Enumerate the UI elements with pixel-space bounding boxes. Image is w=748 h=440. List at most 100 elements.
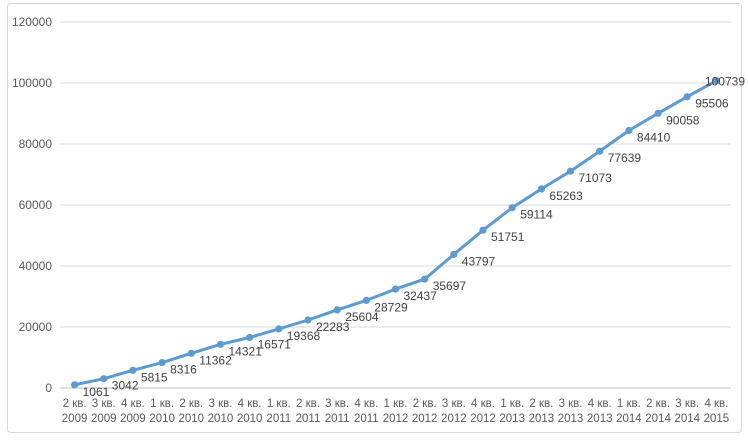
x-axis-tick-label-year: 2013 [587,413,613,425]
x-axis-tick-label-year: 2009 [91,413,117,425]
data-point-label: 14321 [229,344,263,358]
data-point-label: 35697 [433,279,467,293]
x-axis-tick-label-year: 2010 [178,413,204,425]
data-point-marker [158,359,166,367]
data-point-label: 90058 [666,113,700,127]
x-axis-tick-label-year: 2013 [558,413,584,425]
data-point-label: 1061 [83,385,110,399]
data-point-label: 32437 [404,289,438,303]
x-axis-tick-label-quarter: 2 кв. [529,398,553,410]
data-point-label: 11362 [199,353,232,367]
data-point-label: 22283 [316,320,350,334]
x-axis-tick-label-quarter: 3 кв. [325,398,349,410]
data-point-marker [712,77,721,85]
data-point-marker [304,316,312,324]
x-axis-tick-label-year: 2014 [674,413,700,425]
x-axis-tick-label-quarter: 3 кв. [675,398,699,410]
x-axis-tick-label-quarter: 3 кв. [442,398,466,410]
x-axis-tick-label-quarter: 4 кв. [121,398,145,410]
x-axis-tick-label-quarter: 4 кв. [588,398,612,410]
data-point-marker [508,204,516,212]
x-axis-tick-label-quarter: 1 кв. [500,398,524,410]
data-point-label: 77639 [608,151,642,165]
data-point-label: 25604 [345,310,379,324]
data-point-label: 16571 [258,338,292,352]
data-point-label: 5815 [141,370,168,384]
y-axis-tick-label: 100000 [12,76,52,90]
data-point-marker [362,296,370,304]
data-point-label: 51751 [491,230,525,244]
data-point-marker [625,126,633,135]
data-point-label: 95506 [695,97,729,111]
x-axis-tick-label-quarter: 4 кв. [354,398,378,410]
data-point-label: 65263 [549,189,583,203]
data-point-label: 43797 [462,254,496,268]
x-axis-tick-label-quarter: 2 кв. [646,398,670,410]
data-point-label: 8316 [170,363,197,377]
x-axis-tick-label-quarter: 2 кв. [179,398,203,410]
x-axis-tick-label-year: 2012 [383,413,409,425]
x-axis-tick-label-quarter: 4 кв. [238,398,262,410]
data-point-marker [129,366,137,374]
data-point-label: 3042 [112,379,139,393]
data-point-label: 100739 [705,75,745,89]
data-point-marker [391,285,400,293]
data-point-marker [566,167,575,175]
x-axis-tick-label-year: 2010 [149,413,175,425]
data-point-marker [333,306,341,314]
x-axis-tick-label-year: 2013 [499,413,525,425]
data-point-marker [654,109,662,117]
data-point-marker [683,93,691,101]
y-axis-tick-label: 80000 [19,137,53,151]
y-axis-tick-label: 40000 [19,259,53,273]
data-point-label: 59114 [520,208,553,222]
x-axis-tick-label-year: 2014 [645,413,671,425]
x-axis-tick-label-year: 2011 [354,413,379,425]
data-point-label: 28729 [374,300,408,314]
data-point-label: 71073 [579,171,613,185]
x-axis-tick-label-quarter: 1 кв. [617,398,641,410]
data-point-marker [421,275,429,283]
x-axis-tick-label-quarter: 4 кв. [471,398,495,410]
x-axis-tick-label-year: 2012 [441,413,467,425]
y-axis-tick-label: 0 [45,381,52,395]
data-point-label: 84410 [637,131,671,145]
data-point-marker [100,375,108,383]
x-axis-tick-label-quarter: 3 кв. [208,398,232,410]
x-axis-tick-label-year: 2010 [237,413,263,425]
x-axis-tick-label-quarter: 4 кв. [704,398,728,410]
data-point-marker [71,381,79,389]
x-axis-tick-label-year: 2009 [120,413,146,425]
data-point-marker [187,349,195,357]
x-axis-tick-label-year: 2011 [296,413,321,425]
x-axis-tick-label-year: 2012 [412,413,438,425]
y-axis-tick-label: 60000 [19,198,53,212]
x-axis-tick-label-quarter: 1 кв. [150,398,174,410]
data-point-marker [216,340,225,348]
x-axis-tick-label-quarter: 2 кв. [413,398,437,410]
x-axis-tick-label-quarter: 1 кв. [384,398,408,410]
x-axis-tick-label-quarter: 3 кв. [559,398,583,410]
data-point-marker [246,333,254,342]
x-axis-tick-label-year: 2014 [616,413,642,425]
x-axis-tick-label-quarter: 2 кв. [63,398,87,410]
y-axis-tick-label: 120000 [12,15,52,29]
x-axis-tick-label-year: 2011 [266,413,291,425]
x-axis-tick-label-quarter: 1 кв. [267,398,291,410]
data-point-marker [596,147,604,155]
x-axis-tick-label-year: 2011 [325,413,350,425]
chart-frame [7,3,742,433]
data-point-marker [450,250,458,258]
x-axis-tick-label-quarter: 3 кв. [92,398,116,410]
data-point-label: 19368 [287,329,321,343]
x-axis-tick-label-year: 2009 [62,413,88,425]
y-axis-tick-label: 20000 [19,320,53,334]
x-axis-tick-label-year: 2015 [704,413,730,425]
data-point-marker [537,185,546,193]
x-axis-tick-label-quarter: 2 кв. [296,398,320,410]
data-point-marker [479,226,487,234]
data-point-marker [275,325,283,333]
x-axis-tick-label-year: 2010 [208,413,234,425]
